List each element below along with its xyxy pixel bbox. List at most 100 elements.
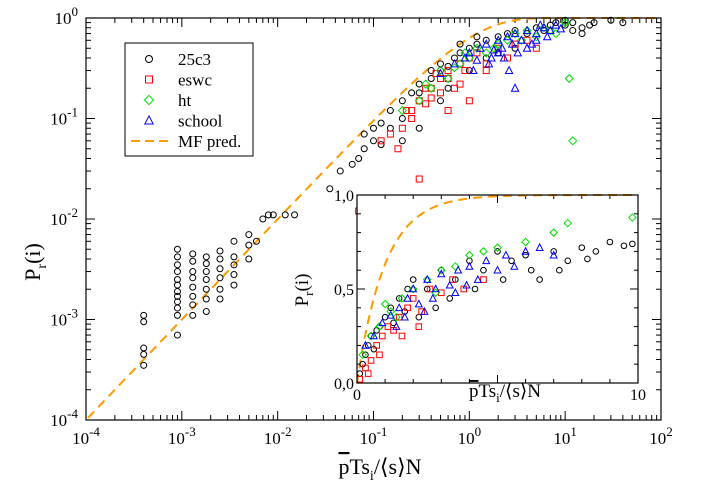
point-school bbox=[484, 58, 494, 68]
point-25c3 bbox=[415, 89, 423, 97]
legend-marker-25c3 bbox=[145, 55, 153, 63]
point-25c3 bbox=[245, 231, 253, 239]
point-25c3 bbox=[216, 255, 224, 263]
point-school bbox=[486, 53, 496, 62]
inset-point-school bbox=[369, 331, 379, 340]
inset-point-ht bbox=[521, 237, 530, 247]
point-school bbox=[556, 23, 566, 33]
point-eswc bbox=[444, 107, 452, 115]
point-25c3 bbox=[252, 237, 260, 245]
inset-x-axis-title-sub: i bbox=[496, 390, 500, 405]
main-tick-labels: 10-4 10-3 10-2 10-1 100 101 10210-410-310-210-… bbox=[50, 4, 673, 448]
inset-point-ht bbox=[366, 331, 376, 341]
point-ht bbox=[539, 23, 549, 33]
inset-point-school bbox=[482, 256, 491, 265]
point-school bbox=[464, 47, 474, 57]
point-school bbox=[503, 31, 512, 41]
inset-y-tick-label: 0,5 bbox=[334, 282, 354, 299]
y-axis-title-sub: r bbox=[35, 264, 50, 269]
point-eswc bbox=[461, 67, 469, 75]
inset-point-25c3 bbox=[578, 244, 586, 251]
y-tick-label: 100 bbox=[55, 4, 79, 28]
point-25c3 bbox=[473, 33, 481, 41]
point-school bbox=[468, 65, 478, 75]
inset-point-eswc bbox=[409, 295, 417, 302]
inset-point-25c3 bbox=[471, 285, 479, 293]
point-25c3 bbox=[398, 97, 406, 105]
point-25c3 bbox=[377, 141, 385, 149]
inset-point-school bbox=[493, 265, 502, 274]
point-school bbox=[513, 47, 523, 57]
inset-point-school bbox=[378, 318, 387, 327]
inset-point-25c3 bbox=[446, 295, 454, 302]
main-chart: 10-4 10-3 10-2 10-1 100 101 10210-410-310-210-… bbox=[20, 4, 673, 484]
inset-point-25c3 bbox=[432, 304, 439, 312]
point-25c3 bbox=[216, 274, 224, 282]
inset-point-school bbox=[451, 288, 460, 297]
point-25c3 bbox=[360, 130, 368, 138]
point-ht bbox=[502, 35, 513, 45]
point-25c3 bbox=[436, 97, 444, 105]
inset-point-school bbox=[361, 340, 370, 349]
point-25c3 bbox=[561, 21, 569, 29]
point-eswc bbox=[408, 107, 416, 115]
point-25c3 bbox=[140, 311, 148, 319]
inset-point-eswc bbox=[398, 332, 406, 340]
point-school bbox=[551, 20, 561, 29]
inset-point-ht bbox=[436, 265, 446, 275]
point-25c3 bbox=[269, 211, 277, 219]
point-eswc bbox=[422, 100, 430, 108]
point-ht bbox=[516, 35, 527, 45]
point-eswc bbox=[402, 107, 410, 115]
inset-point-eswc bbox=[364, 370, 372, 377]
inset-point-25c3 bbox=[362, 351, 369, 359]
inset-x-axis-title: pTsi/⟨s⟩N bbox=[469, 381, 541, 405]
point-25c3 bbox=[230, 261, 238, 269]
inset-point-25c3 bbox=[606, 238, 614, 246]
point-eswc bbox=[377, 137, 385, 145]
point-25c3 bbox=[189, 268, 197, 276]
point-25c3 bbox=[173, 261, 181, 269]
point-25c3 bbox=[569, 19, 577, 27]
inset-point-25c3 bbox=[629, 240, 636, 248]
x-axis-title-main: Ts bbox=[349, 454, 369, 479]
point-25c3 bbox=[386, 124, 394, 132]
x-axis-title-rest: /⟨s⟩N bbox=[374, 454, 422, 479]
inset-x-axis-title-bar: p bbox=[469, 381, 479, 402]
inset-point-25c3 bbox=[508, 257, 515, 265]
inset-point-school bbox=[445, 280, 454, 289]
inset-point-eswc bbox=[480, 276, 487, 283]
point-25c3 bbox=[202, 253, 210, 261]
y-tick-label: 10-2 bbox=[50, 205, 78, 229]
point-25c3 bbox=[326, 185, 334, 193]
inset-point-eswc bbox=[438, 289, 445, 297]
point-25c3 bbox=[230, 281, 238, 289]
inset-point-ht bbox=[380, 299, 390, 309]
inset-point-25c3 bbox=[438, 266, 445, 274]
legend-label: school bbox=[178, 112, 223, 131]
point-school bbox=[522, 43, 532, 52]
point-ht bbox=[564, 73, 574, 84]
point-25c3 bbox=[360, 145, 368, 153]
inset-point-eswc bbox=[449, 276, 456, 283]
point-eswc bbox=[532, 44, 540, 52]
point-25c3 bbox=[336, 167, 344, 175]
legend-label: eswc bbox=[178, 71, 212, 90]
point-school bbox=[497, 43, 507, 52]
inset-point-ht bbox=[465, 250, 474, 260]
x-tick-label: 102 bbox=[649, 424, 673, 448]
point-25c3 bbox=[189, 283, 197, 291]
legend-marker-ht bbox=[143, 94, 155, 106]
point-25c3 bbox=[216, 265, 224, 273]
inset-point-school bbox=[403, 293, 412, 302]
x-tick-label: 10-3 bbox=[168, 424, 196, 448]
inset-point-ht bbox=[408, 284, 418, 294]
inset-point-school bbox=[392, 321, 401, 330]
y-tick-label: 10-1 bbox=[50, 105, 78, 129]
inset-tick-labels: 0 10 0,0 0,5 1,0 bbox=[334, 188, 646, 404]
inset-point-school bbox=[549, 250, 558, 259]
point-school bbox=[510, 83, 520, 92]
inset-point-ht bbox=[479, 247, 488, 256]
